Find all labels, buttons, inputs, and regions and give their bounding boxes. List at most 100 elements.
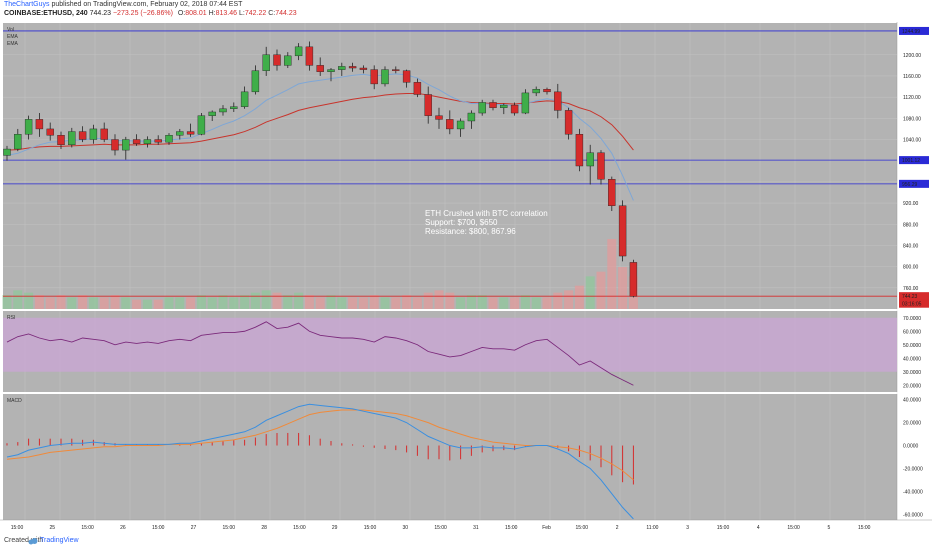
time-tick-label: 25 bbox=[50, 525, 56, 531]
candle bbox=[3, 145, 11, 161]
candle bbox=[575, 128, 584, 172]
macd-line bbox=[6, 403, 634, 520]
time-tick-label: Feb bbox=[542, 525, 551, 531]
candle-body bbox=[478, 102, 486, 114]
price-label-box bbox=[899, 156, 929, 165]
candle bbox=[165, 133, 173, 145]
macd-tick-label: -20.0000 bbox=[903, 466, 923, 472]
candle bbox=[402, 69, 411, 88]
price-tick-label: 760.00 bbox=[903, 286, 919, 292]
candle bbox=[143, 136, 152, 148]
symbol-label[interactable]: COINBASE:ETHUSD, 240 bbox=[4, 10, 88, 17]
volume-bar bbox=[2, 295, 12, 309]
created-with-text: Created with bbox=[4, 537, 44, 544]
volume-bar bbox=[88, 297, 98, 309]
tradingview-brand[interactable]: TradingView bbox=[40, 537, 79, 544]
volume-bar bbox=[574, 285, 584, 309]
candle bbox=[586, 144, 594, 185]
volume-bar bbox=[121, 297, 131, 309]
chart-canvas[interactable]: 760.00800.00840.00880.00920.00960.001040… bbox=[0, 22, 932, 534]
candle-body bbox=[327, 69, 335, 72]
price-pane bbox=[3, 23, 897, 309]
time-tick-label: 31 bbox=[473, 525, 479, 531]
candle-body bbox=[208, 111, 216, 116]
volume-bar bbox=[618, 267, 628, 309]
volume-bar bbox=[499, 297, 509, 309]
candle-body bbox=[262, 54, 270, 71]
candle bbox=[327, 68, 335, 82]
candle-body bbox=[629, 262, 638, 297]
volume-bar bbox=[585, 276, 595, 309]
candle-body bbox=[143, 139, 152, 144]
volume-bar bbox=[564, 290, 574, 309]
candle-body bbox=[510, 104, 519, 114]
volume-bar bbox=[78, 295, 88, 309]
candle bbox=[554, 83, 562, 119]
time-tick-label: 15:00 bbox=[11, 525, 24, 531]
candle bbox=[510, 102, 519, 116]
price-label-text: 1244.99 bbox=[902, 29, 920, 35]
time-tick-label: 15:00 bbox=[576, 525, 589, 531]
candle bbox=[89, 124, 98, 144]
time-tick-label: 27 bbox=[191, 525, 197, 531]
rsi-title: RSI bbox=[7, 315, 15, 321]
price-label-text: 744.23 bbox=[902, 294, 918, 300]
volume-bar bbox=[456, 297, 466, 309]
volume-bar bbox=[142, 299, 152, 309]
candle-body bbox=[230, 106, 238, 109]
publisher-name[interactable]: TheChartGuys bbox=[4, 1, 50, 8]
time-tick-label: 2 bbox=[616, 525, 619, 531]
legend-entry: EMA bbox=[7, 41, 19, 47]
time-tick-label: 15:00 bbox=[505, 525, 518, 531]
candle-body bbox=[122, 139, 130, 151]
candle bbox=[629, 259, 638, 298]
chart-annotation: Support: $700, $650 bbox=[425, 218, 498, 227]
price-tick-label: 880.00 bbox=[903, 222, 919, 228]
price-tick-label: 840.00 bbox=[903, 243, 919, 249]
candle-body bbox=[521, 92, 530, 114]
candle-body bbox=[359, 67, 368, 70]
time-tick-label: 15:00 bbox=[858, 525, 871, 531]
time-tick-label: 15:00 bbox=[364, 525, 377, 531]
volume-bar bbox=[207, 297, 217, 309]
volume-bar bbox=[423, 292, 433, 309]
legend-entry: Vol bbox=[7, 27, 14, 33]
candle bbox=[78, 126, 87, 143]
time-tick-label: 15:00 bbox=[717, 525, 730, 531]
candle-body bbox=[111, 139, 119, 151]
macd-signal-line bbox=[6, 409, 634, 481]
candle-body bbox=[467, 112, 476, 122]
candle-body bbox=[392, 69, 400, 71]
candle-body bbox=[564, 110, 573, 135]
candle-body bbox=[68, 131, 76, 146]
candle-body bbox=[35, 119, 44, 130]
published-text: published on TradingView.com, February 0… bbox=[51, 1, 243, 8]
volume-bar bbox=[99, 297, 109, 309]
volume-bar bbox=[175, 297, 185, 309]
candle bbox=[618, 200, 627, 262]
volume-bar bbox=[24, 292, 34, 309]
candle-body bbox=[424, 94, 432, 116]
time-tick-label: 5 bbox=[828, 525, 831, 531]
volume-bar bbox=[56, 295, 66, 309]
candle-body bbox=[532, 89, 540, 94]
candle-body bbox=[348, 66, 357, 69]
time-tick-label: 28 bbox=[261, 525, 267, 531]
time-tick-label: 11:00 bbox=[646, 525, 658, 531]
volume-bar bbox=[369, 295, 379, 309]
time-tick-label: 15:00 bbox=[223, 525, 236, 531]
candle bbox=[359, 65, 368, 74]
volume-bar bbox=[261, 290, 271, 309]
candle bbox=[597, 150, 605, 185]
candle-body bbox=[132, 139, 141, 144]
high-value: 813.46 bbox=[215, 10, 238, 17]
volume-bar bbox=[186, 297, 196, 309]
volume-bar bbox=[488, 297, 498, 309]
candle bbox=[564, 107, 573, 140]
candle-body bbox=[24, 119, 33, 135]
macd-tick-label: -40.0000 bbox=[903, 489, 923, 495]
volume-bar bbox=[132, 299, 142, 309]
time-tick-label: 15:00 bbox=[81, 525, 94, 531]
candle bbox=[230, 102, 238, 112]
macd-tick-label: 0.0000 bbox=[903, 444, 919, 450]
